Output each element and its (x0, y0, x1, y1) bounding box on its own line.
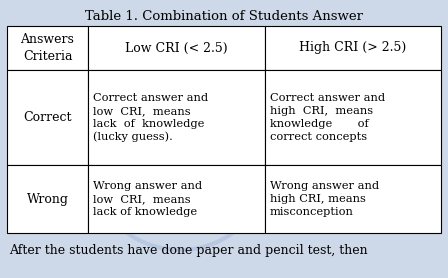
Text: Low CRI (< 2.5): Low CRI (< 2.5) (125, 41, 228, 54)
Text: Correct: Correct (23, 111, 72, 124)
Bar (88, 26, 265, 70)
Bar (88, 70, 265, 165)
Text: Table 1. Combination of Students Answer: Table 1. Combination of Students Answer (85, 10, 363, 23)
Text: Wrong: Wrong (26, 192, 69, 205)
Bar (7, 70, 88, 165)
Bar (7, 26, 88, 70)
Text: Answers
Criteria: Answers Criteria (21, 33, 74, 63)
Text: Wrong answer and
high CRI, means
misconception: Wrong answer and high CRI, means misconc… (270, 181, 379, 217)
Text: After the students have done paper and pencil test, then: After the students have done paper and p… (9, 244, 368, 257)
Bar (265, 26, 441, 70)
Text: Correct answer and
low  CRI,  means
lack  of  knowledge
(lucky guess).: Correct answer and low CRI, means lack o… (93, 93, 208, 142)
Bar (7, 165, 88, 233)
Bar (265, 165, 441, 233)
Text: Wrong answer and
low  CRI,  means
lack of knowledge: Wrong answer and low CRI, means lack of … (93, 181, 202, 217)
Text: High CRI (> 2.5): High CRI (> 2.5) (299, 41, 407, 54)
Bar (265, 70, 441, 165)
Text: Correct answer and
high  CRI,  means
knowledge       of
correct concepts: Correct answer and high CRI, means knowl… (270, 93, 385, 142)
Bar (88, 165, 265, 233)
